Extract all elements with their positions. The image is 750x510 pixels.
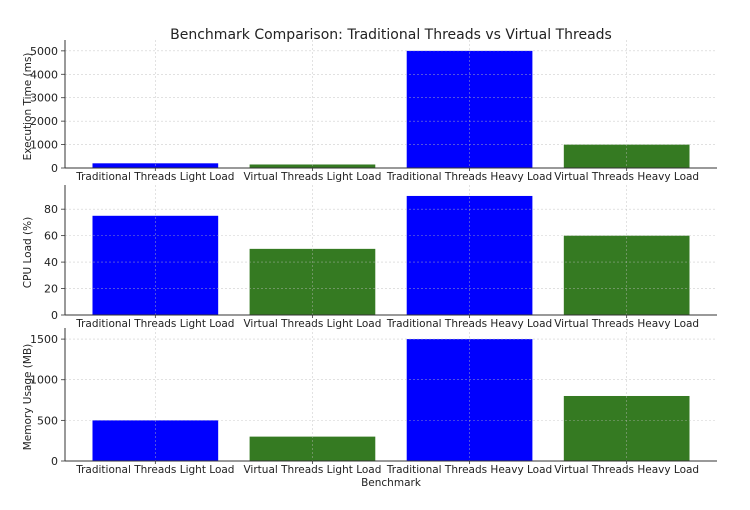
x-tick-label: Virtual Threads Heavy Load <box>554 171 699 183</box>
y-tick-label: 1000 <box>30 374 58 387</box>
y-tick-label: 20 <box>44 283 58 296</box>
y-tick-label: 0 <box>51 162 58 175</box>
y-tick-label: 40 <box>44 256 58 269</box>
x-tick-label: Virtual Threads Heavy Load <box>554 318 699 330</box>
x-tick-label: Traditional Threads Heavy Load <box>386 318 552 330</box>
x-tick-label: Virtual Threads Heavy Load <box>554 464 699 476</box>
y-tick-label: 0 <box>51 455 58 468</box>
x-tick-label: Traditional Threads Light Load <box>75 171 234 183</box>
chart-title: Benchmark Comparison: Traditional Thread… <box>170 27 612 43</box>
y-tick-label: 80 <box>44 203 58 216</box>
x-tick-label: Traditional Threads Light Load <box>75 464 234 476</box>
y-tick-label: 3000 <box>30 92 58 105</box>
x-tick-label: Traditional Threads Heavy Load <box>386 171 552 183</box>
y-tick-label: 1500 <box>30 333 58 346</box>
bar-2-3 <box>406 195 533 315</box>
x-axis-label: Benchmark <box>361 477 422 489</box>
x-tick-label: Virtual Threads Light Load <box>243 318 381 330</box>
x-tick-label: Traditional Threads Light Load <box>75 318 234 330</box>
y-tick-label: 1000 <box>30 139 58 152</box>
y-tick-label: 2000 <box>30 115 58 128</box>
y-axis-label: Execution Time (ms) <box>22 53 34 161</box>
x-tick-label: Traditional Threads Heavy Load <box>386 464 552 476</box>
y-tick-label: 60 <box>44 230 58 243</box>
x-tick-label: Virtual Threads Light Load <box>243 171 381 183</box>
y-axis-label: Memory Usage (MB) <box>22 344 34 451</box>
x-tick-label: Virtual Threads Light Load <box>243 464 381 476</box>
y-tick-label: 5000 <box>30 45 58 58</box>
y-tick-label: 0 <box>51 309 58 322</box>
y-tick-label: 4000 <box>30 68 58 81</box>
bar-2-4 <box>563 235 690 315</box>
bar-1-2 <box>249 164 376 168</box>
y-tick-label: 500 <box>37 414 58 427</box>
y-axis-label: CPU Load (%) <box>22 217 34 288</box>
